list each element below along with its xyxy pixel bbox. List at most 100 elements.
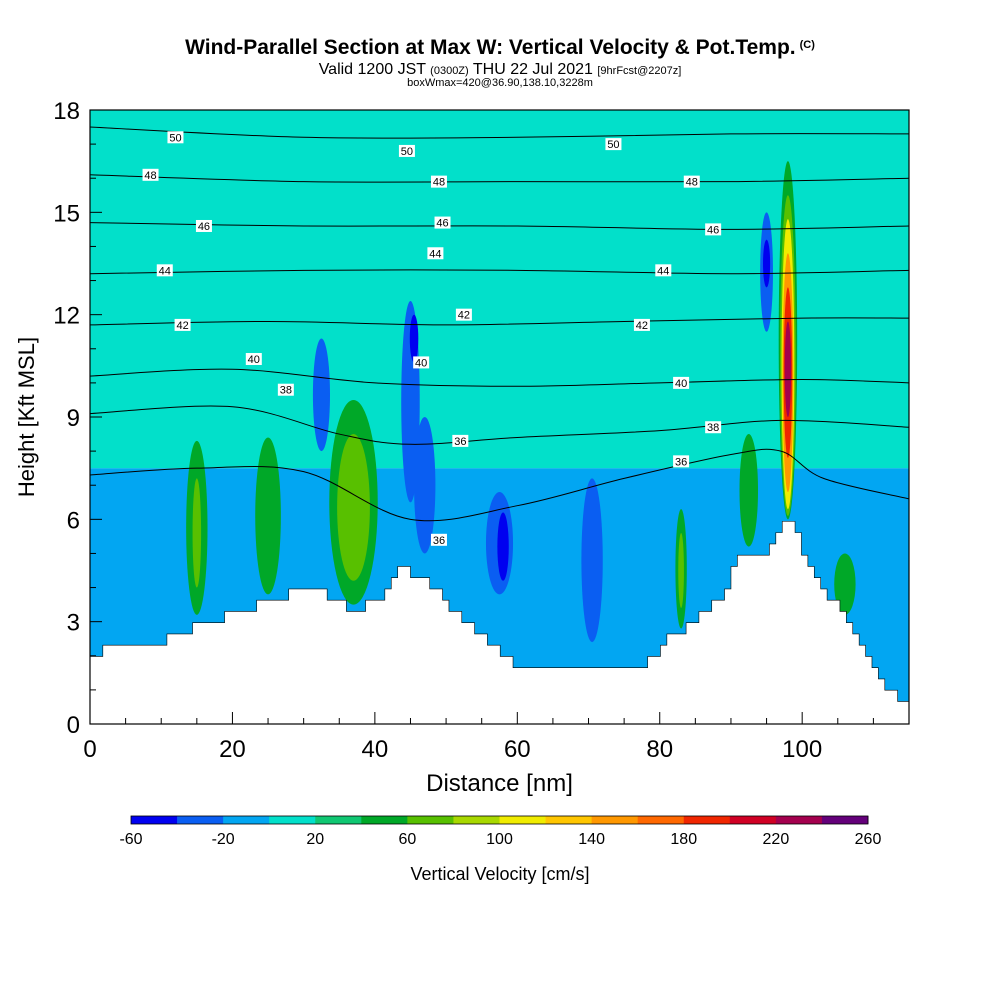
contour-label-text: 48 xyxy=(686,177,698,189)
contour-label-5: 48 xyxy=(683,175,700,189)
velocity-cell-11 xyxy=(581,478,603,643)
contour-label-bg xyxy=(705,421,722,434)
contour-label-bg xyxy=(655,264,672,277)
velocity-cell-2 xyxy=(255,437,281,595)
chart-subtitle-box-wmax: boxWmax=420@36.90,138.10,3228m xyxy=(407,77,593,89)
velocity-cell-14 xyxy=(739,434,759,547)
contour-label-13: 42 xyxy=(455,308,472,322)
colorbar-segment-6 xyxy=(407,816,454,824)
contour-label-text: 38 xyxy=(707,422,719,434)
colorbar-segment-14 xyxy=(775,816,823,824)
y-tick-label: 3 xyxy=(67,610,80,637)
colorbar-tick-label: 260 xyxy=(855,831,882,848)
colorbar-tick-label: 220 xyxy=(763,831,790,848)
contour-label-text: 40 xyxy=(248,354,260,366)
colorbar-segment-11 xyxy=(637,816,685,824)
colorbar-segment-12 xyxy=(683,816,731,824)
contour-label-19: 38 xyxy=(705,421,722,434)
contour-label-text: 46 xyxy=(436,218,448,230)
colorbar-segment-4 xyxy=(315,816,362,824)
isentropes xyxy=(90,126,909,522)
contour-label-bg xyxy=(673,455,690,468)
contour-label-15: 40 xyxy=(245,353,262,366)
contour-label-14: 42 xyxy=(633,318,650,332)
velocity-cell-1 xyxy=(192,478,202,588)
velocity-cell-10 xyxy=(497,512,509,581)
contour-label-text: 44 xyxy=(657,265,669,277)
contour-label-bg xyxy=(277,383,294,396)
colorbar-label: Vertical Velocity [cm/s] xyxy=(410,864,589,884)
isentrope-36 xyxy=(90,448,909,522)
isentrope-44 xyxy=(90,269,909,275)
contour-label-text: 46 xyxy=(198,221,210,233)
contour-label-bg xyxy=(195,219,212,232)
colorbar-segment-5 xyxy=(361,816,408,824)
x-tick-label: 20 xyxy=(219,736,246,763)
contour-label-bg xyxy=(413,356,430,369)
colorbar-segment-13 xyxy=(729,816,777,824)
contour-label-bg xyxy=(156,264,173,277)
contour-label-22: 36 xyxy=(430,533,447,547)
velocity-cell-3 xyxy=(312,338,331,452)
terrain-mask xyxy=(89,521,910,725)
isentrope-48 xyxy=(90,174,909,183)
y-tick-label: 9 xyxy=(67,405,80,432)
contour-label-text: 42 xyxy=(176,320,188,332)
contour-label-text: 46 xyxy=(707,224,719,236)
contour-label-17: 40 xyxy=(673,376,690,390)
colorbar-tick-label: 60 xyxy=(398,831,416,848)
contour-label-bg xyxy=(427,247,444,260)
contour-label-20: 36 xyxy=(452,434,469,448)
velocity-cell-23 xyxy=(834,553,856,615)
contour-label-12: 42 xyxy=(174,318,191,332)
contour-labels: 50 50 50 48 48 48 46 46 46 44 44 44 42 42 42 40 40 40 38 38… xyxy=(142,131,722,547)
velocity-cell-5 xyxy=(337,434,370,581)
velocity-cell-13 xyxy=(678,532,684,609)
contour-label-18: 38 xyxy=(277,383,294,397)
colorbar-tick-label: -60 xyxy=(119,831,142,848)
colorbar-tick-label: 100 xyxy=(486,831,513,848)
velocity-cell-16 xyxy=(763,239,771,288)
contour-label-bg xyxy=(174,318,191,331)
colorbar-segment-0 xyxy=(131,816,178,824)
contour-label-7: 46 xyxy=(434,216,451,230)
contour-label-bg xyxy=(605,138,622,151)
x-axis-label: Distance [nm] xyxy=(426,770,573,797)
contour-label-8: 46 xyxy=(705,223,722,236)
contour-label-bg xyxy=(142,168,159,181)
contour-label-bg xyxy=(633,318,650,331)
colorbar-segment-15 xyxy=(821,816,869,824)
contour-label-1: 50 xyxy=(398,144,415,158)
y-tick-label: 18 xyxy=(53,98,80,125)
colorbar-tick-label: -20 xyxy=(212,831,235,848)
colorbar-segment-3 xyxy=(269,816,316,824)
contour-label-text: 44 xyxy=(159,265,171,277)
contour-label-bg xyxy=(705,223,722,236)
contour-label-text: 38 xyxy=(280,385,292,397)
y-tick-label: 12 xyxy=(53,303,80,330)
contour-label-9: 44 xyxy=(156,264,173,277)
contour-label-text: 40 xyxy=(415,357,427,369)
colorbar-segment-10 xyxy=(591,816,639,824)
contour-label-0: 50 xyxy=(167,131,184,144)
x-tick-label: 40 xyxy=(362,736,389,763)
contour-label-text: 44 xyxy=(429,248,441,260)
chart-title-text: Wind-Parallel Section at Max W: Vertical… xyxy=(185,36,796,59)
isentrope-50 xyxy=(90,126,909,139)
colorbar-segment-8 xyxy=(499,816,547,824)
isentrope-38 xyxy=(90,405,909,445)
contour-label-bg xyxy=(167,131,184,144)
valid-time-utc: (0300Z) xyxy=(430,65,469,77)
contour-label-text: 50 xyxy=(401,146,413,158)
copyright-mark: (C) xyxy=(799,39,815,51)
colorbar-segment-1 xyxy=(177,816,224,824)
valid-date: THU 22 Jul 2021 xyxy=(472,61,593,78)
isentrope-40 xyxy=(90,368,909,387)
chart-subtitle: Valid 1200 JST (0300Z) THU 22 Jul 2021 [… xyxy=(0,61,1000,79)
colorbar-frame xyxy=(130,815,869,825)
contour-label-text: 48 xyxy=(433,177,445,189)
contour-label-bg xyxy=(673,376,690,389)
y-axis-label: Height [Kft MSL] xyxy=(14,337,39,497)
